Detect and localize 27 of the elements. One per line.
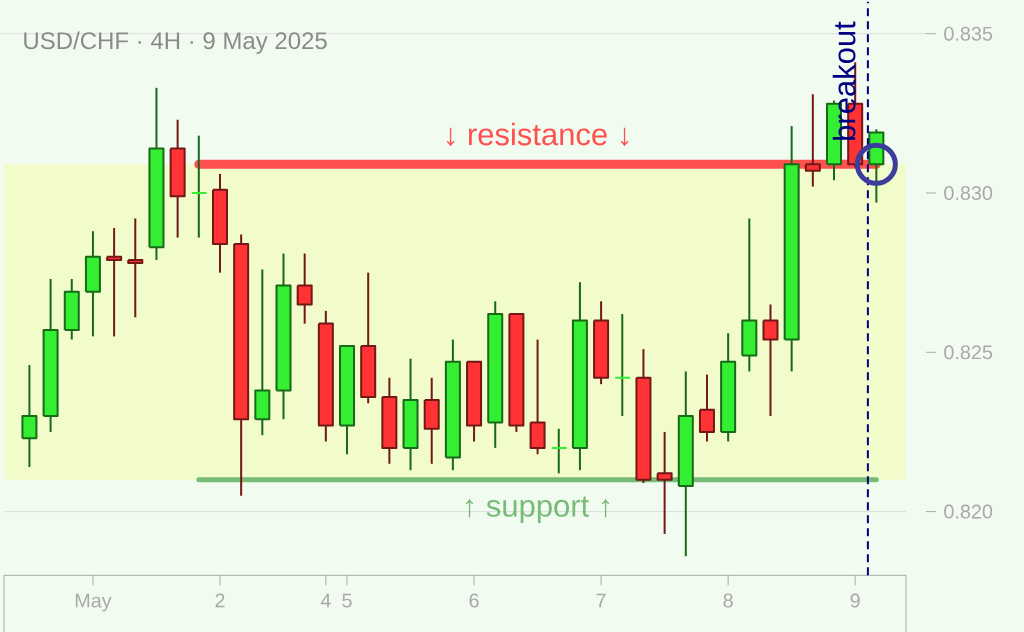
x-tick-label: 6 [469,593,479,608]
x-tick-label: 4 [320,593,331,608]
series-label: ↓ resistance ↓ [446,122,629,146]
x-tick-label: 7 [596,593,606,608]
candlestick [804,93,821,188]
annotation: breakout [832,21,856,140]
y-tick-label: 0.835 [944,26,993,41]
candlestick [550,427,567,475]
x-tick-label: 5 [342,593,352,608]
x-tick-label: 8 [723,593,733,608]
x-tick-label: May [75,593,112,612]
candlestick [614,313,631,418]
candlestick [698,373,715,443]
x-tick-label: 2 [215,593,225,608]
candlestick [127,217,144,319]
y-tick-label: 0.825 [944,345,993,360]
text: USD/CHF · 4H · 9 May 2025 [24,31,327,54]
candlestick [296,252,313,325]
candlestick [762,303,779,418]
x-tick-label: 9 [850,593,860,608]
series-label: ↑ support ↑ [465,496,610,523]
y-tick-label: 0.820 [944,504,993,519]
candlestick [106,227,123,338]
y-tick-label: 0.830 [944,185,993,200]
candlestick [21,364,38,468]
candlestick [190,134,207,239]
candlestick [656,430,673,535]
